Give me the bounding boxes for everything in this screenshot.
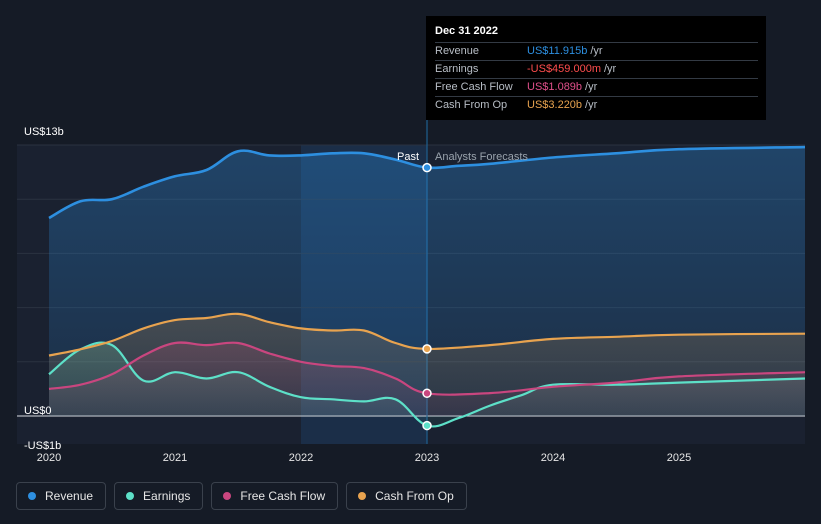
tooltip-date: Dec 31 2022 <box>435 25 498 37</box>
legend: Revenue Earnings Free Cash Flow Cash Fro… <box>16 482 467 510</box>
tooltip-revenue-unit: /yr <box>590 45 603 57</box>
tooltip-revenue-value: US$11.915b <box>527 45 588 57</box>
tooltip-revenue-name: Revenue <box>435 45 480 57</box>
y-axis-label-0: US$13b <box>24 126 64 138</box>
marker-revenue <box>422 162 432 173</box>
legend-label-earnings: Earnings <box>143 489 191 503</box>
forecast-label: Analysts Forecasts <box>435 151 528 163</box>
tooltip-earnings-name: Earnings <box>435 63 479 75</box>
past-label: Past <box>397 151 419 163</box>
legend-label-cash-from-op: Cash From Op <box>375 489 454 503</box>
tooltip-row-earnings: Earnings -US$459.000m /yr <box>435 60 758 78</box>
tooltip-row-cfo: Cash From Op US$3.220b /yr <box>435 96 758 114</box>
marker-free-cash-flow <box>422 388 432 399</box>
legend-item-free-cash-flow[interactable]: Free Cash Flow <box>211 482 339 510</box>
tooltip-cfo-value: US$3.220b <box>527 99 583 111</box>
x-tick-2020: 2020 <box>37 452 61 464</box>
legend-dot-free-cash-flow-icon <box>223 492 232 500</box>
line-cash-from-op <box>48 312 805 357</box>
x-tick-2021: 2021 <box>163 452 187 464</box>
legend-dot-cash-from-op-icon <box>358 492 367 500</box>
legend-item-earnings[interactable]: Earnings <box>114 482 204 510</box>
tooltip-row-fcf: Free Cash Flow US$1.089b /yr <box>435 78 758 96</box>
y-axis-label-1: US$0 <box>24 405 52 417</box>
x-tick-2024: 2024 <box>541 452 565 464</box>
marker-cash-from-op <box>422 344 432 354</box>
tooltip-cfo-name: Cash From Op <box>435 99 508 111</box>
legend-item-revenue[interactable]: Revenue <box>16 482 107 510</box>
line-earnings <box>48 341 805 428</box>
legend-item-cash-from-op[interactable]: Cash From Op <box>346 482 467 510</box>
marker-earnings <box>422 420 432 431</box>
tooltip-earnings-unit: /yr <box>604 63 617 75</box>
tooltip-fcf-name: Free Cash Flow <box>435 81 513 93</box>
tooltip-cfo-unit: /yr <box>585 99 598 111</box>
area-cash-from-op <box>49 313 805 416</box>
tooltip-row-revenue: Revenue US$11.915b /yr <box>435 42 758 60</box>
legend-dot-earnings-icon <box>126 492 135 500</box>
legend-label-free-cash-flow: Free Cash Flow <box>240 489 326 503</box>
line-revenue <box>48 145 805 220</box>
line-free-cash-flow <box>48 341 805 396</box>
tooltip: Dec 31 2022 Revenue US$11.915b /yr Earni… <box>426 16 766 120</box>
x-tick-2022: 2022 <box>289 452 313 464</box>
y-axis-label-2: -US$1b <box>24 440 61 452</box>
x-tick-2025: 2025 <box>667 452 691 464</box>
tooltip-fcf-unit: /yr <box>585 81 598 93</box>
legend-label-revenue: Revenue <box>45 489 94 503</box>
tooltip-fcf-value: US$1.089b <box>527 81 583 93</box>
legend-dot-revenue-icon <box>28 492 36 500</box>
x-tick-2023: 2023 <box>415 452 439 464</box>
tooltip-earnings-value: -US$459.000m <box>527 63 601 75</box>
